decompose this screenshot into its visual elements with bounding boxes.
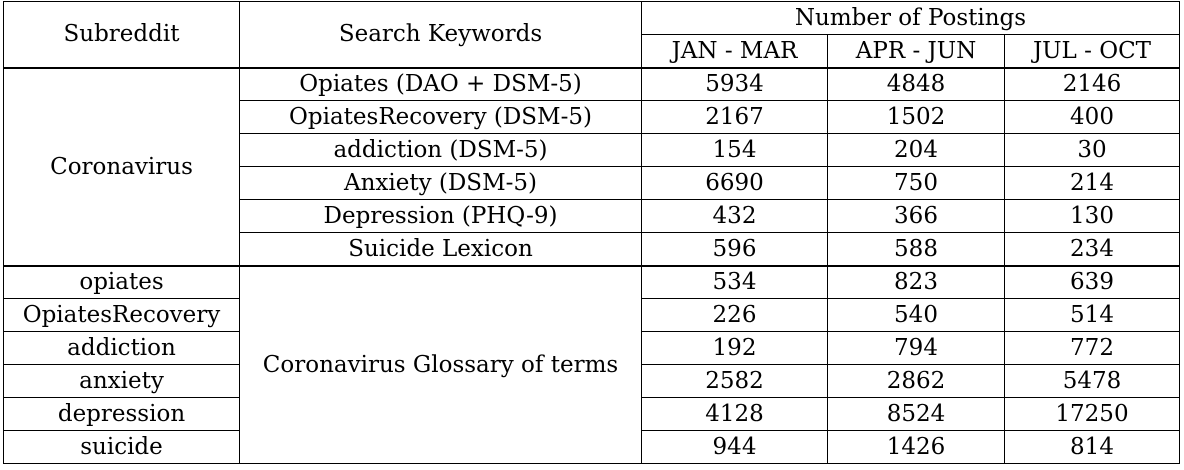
- value-cell: 192: [641, 331, 828, 365]
- value-cell: 814: [1004, 430, 1180, 464]
- value-cell: 400: [1004, 100, 1180, 134]
- value-cell: 8524: [827, 397, 1005, 431]
- subreddit-cell: suicide: [3, 430, 240, 464]
- table-row: Suicide Lexicon 596 588 234: [4, 232, 1180, 266]
- value-cell: 2582: [641, 364, 828, 398]
- keyword-cell: addiction (DSM-5): [239, 133, 642, 167]
- value-cell: 534: [641, 264, 828, 299]
- value-cell: 204: [827, 133, 1005, 167]
- keyword-cell: Suicide Lexicon: [239, 232, 642, 266]
- value-cell: 2862: [827, 364, 1005, 398]
- postings-table: Subreddit Search Keywords Number of Post…: [3, 1, 1180, 464]
- value-cell: 17250: [1004, 397, 1180, 431]
- value-cell: 214: [1004, 166, 1180, 200]
- value-cell: 772: [1004, 331, 1180, 365]
- header-keywords: Search Keywords: [239, 1, 642, 68]
- value-cell: 366: [827, 199, 1005, 233]
- keyword-cell: Depression (PHQ-9): [239, 199, 642, 233]
- keyword-cell: Opiates (DAO + DSM-5): [239, 66, 642, 101]
- value-cell: 226: [641, 298, 828, 332]
- value-cell: 823: [827, 264, 1005, 299]
- table-row: opiates Coronavirus Glossary of terms 53…: [3, 264, 1180, 464]
- header-period: JAN - MAR: [641, 34, 828, 68]
- subreddit-cell: Coronavirus: [3, 66, 240, 266]
- header-postings: Number of Postings: [641, 1, 1180, 35]
- table-row: addiction 192 794 772: [3, 331, 1180, 365]
- value-cell: 944: [641, 430, 828, 464]
- value-cell: 4848: [827, 66, 1005, 101]
- value-cell: 2146: [1004, 66, 1180, 101]
- table-row: Depression (PHQ-9) 432 366 130: [4, 199, 1180, 233]
- keyword-cell: OpiatesRecovery (DSM-5): [239, 100, 642, 134]
- subreddit-cell: anxiety: [3, 364, 240, 398]
- subreddit-cell: OpiatesRecovery: [3, 298, 240, 332]
- value-cell: 30: [1004, 133, 1180, 167]
- value-cell: 130: [1004, 199, 1180, 233]
- value-cell: 432: [641, 199, 828, 233]
- value-cell: 540: [827, 298, 1005, 332]
- header-period: JUL - OCT: [1004, 34, 1180, 68]
- value-cell: 750: [827, 166, 1005, 200]
- value-cell: 596: [641, 232, 828, 266]
- table-row: OpiatesRecovery 226 540 514: [3, 298, 1180, 332]
- value-cell: 5478: [1004, 364, 1180, 398]
- value-cell: 514: [1004, 298, 1180, 332]
- subreddit-cell: depression: [3, 397, 240, 431]
- value-cell: 1426: [827, 430, 1005, 464]
- value-cell: 794: [827, 331, 1005, 365]
- header-period: APR - JUN: [827, 34, 1005, 68]
- value-cell: 154: [641, 133, 828, 167]
- value-cell: 5934: [641, 66, 828, 101]
- value-cell: 588: [827, 232, 1005, 266]
- subreddit-cell: opiates: [3, 264, 240, 299]
- table-row: depression 4128 8524 17250: [3, 397, 1180, 431]
- value-cell: 1502: [827, 100, 1005, 134]
- header-subreddit: Subreddit: [3, 1, 240, 68]
- table-row: Coronavirus Opiates (DAO + DSM-5) 5934 4…: [3, 66, 1180, 266]
- table-row: suicide 944 1426 814: [3, 430, 1180, 464]
- value-cell: 4128: [641, 397, 828, 431]
- keyword-cell: Anxiety (DSM-5): [239, 166, 642, 200]
- keyword-cell: Coronavirus Glossary of terms: [239, 264, 642, 464]
- table-row: Anxiety (DSM-5) 6690 750 214: [4, 166, 1180, 200]
- value-cell: 6690: [641, 166, 828, 200]
- subreddit-cell: addiction: [3, 331, 240, 365]
- value-cell: 639: [1004, 264, 1180, 299]
- value-cell: 234: [1004, 232, 1180, 266]
- value-cell: 2167: [641, 100, 828, 134]
